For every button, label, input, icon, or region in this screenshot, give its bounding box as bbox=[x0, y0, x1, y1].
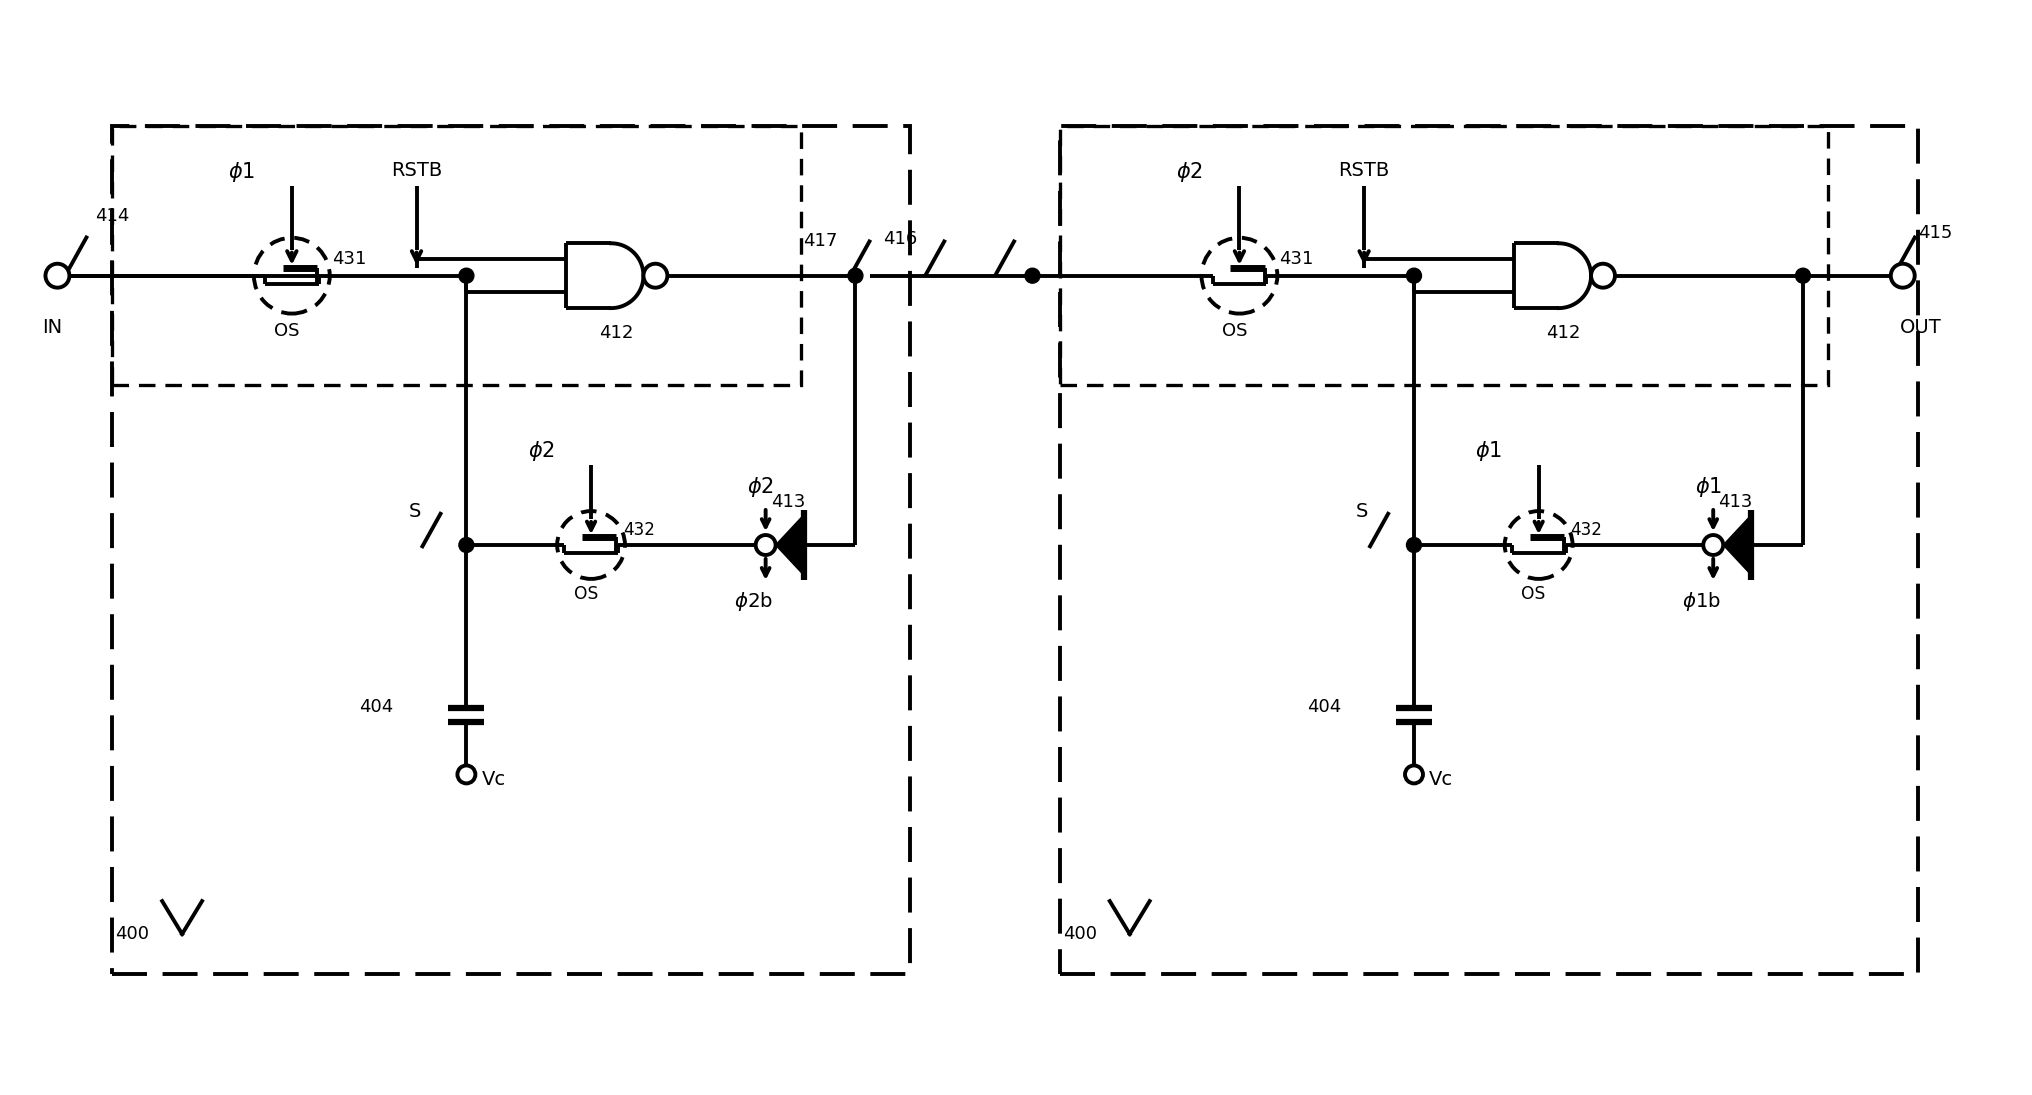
Text: OUT: OUT bbox=[1900, 318, 1941, 336]
Text: 431: 431 bbox=[1280, 250, 1315, 267]
Circle shape bbox=[459, 538, 473, 553]
Circle shape bbox=[1796, 268, 1811, 284]
Circle shape bbox=[1024, 268, 1040, 284]
Text: $\phi$2: $\phi$2 bbox=[748, 475, 774, 499]
Text: Vc: Vc bbox=[482, 770, 506, 788]
Text: OS: OS bbox=[1522, 585, 1546, 603]
Text: RSTB: RSTB bbox=[1339, 161, 1390, 180]
Circle shape bbox=[1406, 538, 1422, 553]
Text: OS: OS bbox=[1221, 322, 1248, 339]
Text: $\phi$2: $\phi$2 bbox=[1177, 160, 1203, 184]
Text: $\phi$2: $\phi$2 bbox=[528, 439, 555, 463]
Text: 404: 404 bbox=[1307, 698, 1341, 716]
Text: S: S bbox=[408, 503, 421, 521]
Text: 412: 412 bbox=[1546, 323, 1581, 342]
Text: 400: 400 bbox=[116, 925, 148, 943]
Text: $\phi$1: $\phi$1 bbox=[1475, 439, 1502, 463]
Text: $\phi$1: $\phi$1 bbox=[1695, 475, 1721, 499]
Text: $\phi$1b: $\phi$1b bbox=[1682, 590, 1721, 613]
Circle shape bbox=[459, 268, 473, 284]
Text: IN: IN bbox=[43, 318, 63, 336]
Text: OS: OS bbox=[274, 322, 299, 339]
Circle shape bbox=[756, 535, 776, 555]
Text: RSTB: RSTB bbox=[390, 161, 443, 180]
Text: $\phi$1: $\phi$1 bbox=[228, 160, 256, 184]
Text: Vc: Vc bbox=[1428, 770, 1453, 788]
Circle shape bbox=[45, 264, 69, 288]
Text: 413: 413 bbox=[1719, 493, 1752, 511]
Circle shape bbox=[644, 264, 666, 288]
Circle shape bbox=[847, 268, 864, 284]
Text: S: S bbox=[1355, 503, 1368, 521]
Text: 400: 400 bbox=[1063, 925, 1097, 943]
Text: 417: 417 bbox=[803, 232, 837, 250]
Text: OS: OS bbox=[573, 585, 597, 603]
Text: 413: 413 bbox=[770, 493, 805, 511]
Text: 431: 431 bbox=[331, 250, 366, 267]
Text: 414: 414 bbox=[96, 207, 130, 224]
Text: 432: 432 bbox=[1571, 521, 1603, 539]
Polygon shape bbox=[1723, 515, 1752, 575]
Text: 412: 412 bbox=[599, 323, 634, 342]
Circle shape bbox=[1591, 264, 1615, 288]
Text: 415: 415 bbox=[1918, 223, 1953, 242]
Circle shape bbox=[457, 765, 475, 783]
Text: 432: 432 bbox=[624, 521, 654, 539]
Circle shape bbox=[1404, 765, 1422, 783]
Text: 416: 416 bbox=[884, 230, 916, 247]
Text: 404: 404 bbox=[360, 698, 394, 716]
Polygon shape bbox=[776, 515, 803, 575]
Circle shape bbox=[1406, 268, 1422, 284]
Circle shape bbox=[1890, 264, 1914, 288]
Text: $\phi$2b: $\phi$2b bbox=[734, 590, 772, 613]
Circle shape bbox=[1703, 535, 1723, 555]
